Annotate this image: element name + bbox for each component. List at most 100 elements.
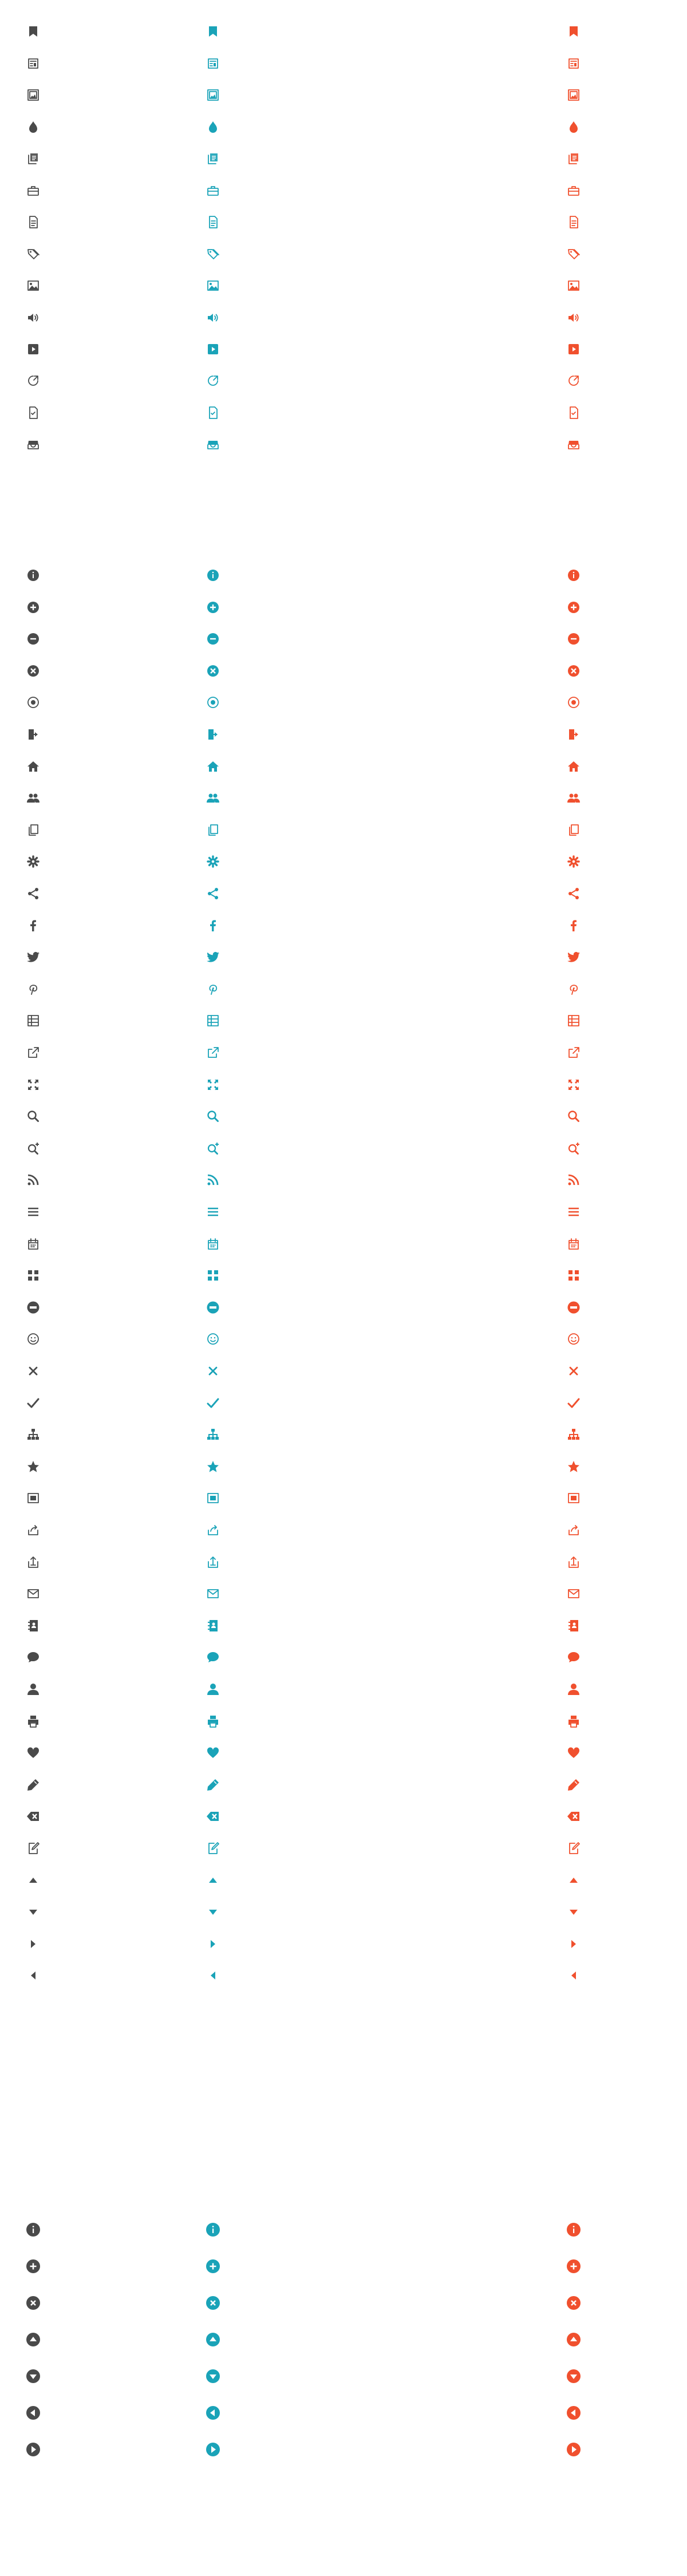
search-icon [26,1109,40,1123]
arrow-up-round-icon [567,2333,581,2346]
volume-icon [26,311,40,325]
plus-circle-icon [206,600,220,614]
drop-icon [26,120,40,134]
image-frame-icon [206,88,220,102]
target-icon [567,696,581,709]
tags-icon [567,247,581,261]
tags-icon [206,247,220,261]
newspaper-icon [26,57,40,70]
reply-icon [26,1523,40,1537]
search-icon [567,1109,581,1123]
close-round-icon [206,2296,220,2310]
users-icon [567,791,581,805]
sitemap-icon [567,1428,581,1441]
close-round-icon [567,2296,581,2310]
sitemap-icon [26,1428,40,1441]
arrow-down-round-icon [206,2369,220,2383]
share-icon [206,887,220,900]
inbox-tray-icon [567,438,581,452]
sign-in-icon [26,728,40,741]
volume-icon [206,311,220,325]
reply-icon [567,1523,581,1537]
printer-icon [567,1714,581,1728]
document-icon [567,215,581,229]
caret-left-icon [26,1969,40,1982]
play-box-icon [26,342,40,356]
share-icon [567,887,581,900]
arrow-down-round-icon [567,2369,581,2383]
mail-icon [567,1587,581,1601]
menu-icon [206,1205,220,1219]
gear-icon [206,855,220,868]
minus-circle-icon [567,632,581,646]
user-icon [567,1682,581,1696]
mail-icon [206,1587,220,1601]
apps-icon [26,1269,40,1282]
search-icon [206,1109,220,1123]
sitemap-icon [206,1428,220,1441]
close-circle-icon [206,664,220,678]
external-link-icon [567,1046,581,1060]
plus-circle-icon [567,600,581,614]
arrow-right-round-icon [567,2443,581,2456]
users-icon [206,791,220,805]
caret-left-icon [567,1969,581,1982]
home-icon [567,760,581,773]
zoom-in-icon [567,1141,581,1155]
briefcase-icon [206,184,220,197]
info-round-icon [26,2223,40,2237]
newspaper-icon [206,57,220,70]
play-box-icon [206,342,220,356]
backspace-icon [567,1809,581,1823]
zoom-in-icon [206,1141,220,1155]
close-icon [567,1364,581,1378]
minus-filled-circle-icon [206,1301,220,1314]
external-link-icon [206,1046,220,1060]
arrow-down-round-icon [26,2369,40,2383]
check-icon [206,1396,220,1410]
minus-filled-circle-icon [26,1301,40,1314]
caret-left-icon [206,1969,220,1982]
sign-in-icon [567,728,581,741]
caret-up-icon [26,1874,40,1887]
close-circle-icon [26,664,40,678]
apps-icon [206,1269,220,1282]
menu-icon [26,1205,40,1219]
image-frame-icon [567,88,581,102]
caret-right-icon [26,1937,40,1951]
picture-icon [567,279,581,293]
fullscreen-icon [567,1078,581,1092]
zoom-in-icon [26,1141,40,1155]
minus-circle-icon [26,632,40,646]
users-icon [26,791,40,805]
play-box-icon [567,342,581,356]
smile-icon [206,1332,220,1346]
documents-stack-icon [567,152,581,165]
close-round-icon [26,2296,40,2310]
caret-down-icon [26,1905,40,1919]
info-round-icon [567,2223,581,2237]
bookmark-icon [206,25,220,38]
target-icon [206,696,220,709]
file-check-icon [26,406,40,420]
file-check-icon [206,406,220,420]
drop-icon [206,120,220,134]
contact-book-icon [567,1619,581,1633]
mail-icon [26,1587,40,1601]
upload-box-icon [567,1555,581,1569]
plus-round-icon [567,2259,581,2273]
chat-bubble-icon [567,1650,581,1664]
upload-box-icon [26,1555,40,1569]
volume-icon [567,311,581,325]
share-icon [26,887,40,900]
badge-icon [567,374,581,388]
image-frame-icon [26,88,40,102]
rss-icon [206,1173,220,1187]
star-icon [206,1460,220,1473]
grid-list-icon [26,1014,40,1028]
newspaper-icon [567,57,581,70]
printer-icon [206,1714,220,1728]
check-icon [567,1396,581,1410]
badge-icon [26,374,40,388]
arrow-left-round-icon [567,2406,581,2420]
